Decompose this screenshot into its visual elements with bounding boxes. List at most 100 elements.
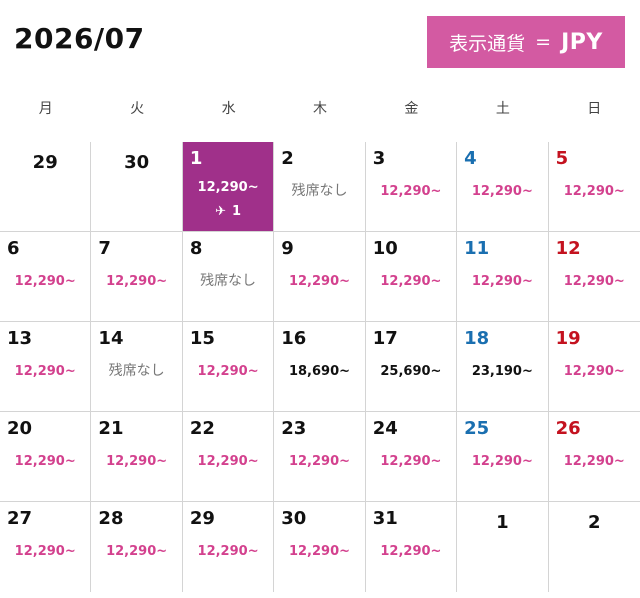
- fare-price: 12,290~: [14, 544, 76, 559]
- calendar-day-cell[interactable]: 1: [457, 502, 549, 592]
- day-number: 22: [189, 418, 215, 439]
- fare-price: 12,290~: [471, 454, 533, 469]
- day-number: 2: [281, 148, 294, 169]
- day-number: 15: [189, 328, 215, 349]
- currency-selector-button[interactable]: 表示通貨 = JPY: [427, 16, 625, 68]
- calendar-day-cell[interactable]: 17 25,690~: [365, 322, 458, 412]
- weekday-sat: 土: [495, 101, 510, 117]
- weekday-wed: 水: [221, 101, 236, 117]
- fare-price: 12,290~: [106, 544, 168, 559]
- fare-price: 12,290~: [380, 274, 442, 289]
- fare-price: 12,290~: [14, 454, 76, 469]
- day-number: 8: [189, 238, 203, 259]
- calendar-day-cell[interactable]: 4 12,290~: [457, 142, 549, 232]
- calendar-day-cell[interactable]: 20 12,290~: [0, 412, 92, 502]
- fare-price: 23,190~: [471, 364, 533, 379]
- day-number: 4: [464, 148, 477, 169]
- calendar-day-cell[interactable]: 30 12,290~: [274, 502, 366, 592]
- day-number: 13: [7, 328, 33, 349]
- calendar-day-cell[interactable]: 23 12,290~: [274, 412, 366, 502]
- fare-price: 12,290~: [563, 454, 625, 469]
- currency-equals: =: [535, 31, 552, 53]
- flight-count: ✈ 1: [183, 204, 273, 219]
- day-number: 21: [98, 418, 124, 439]
- fare-price: 18,690~: [288, 364, 351, 379]
- calendar-day-cell[interactable]: 26 12,290~: [548, 412, 640, 502]
- calendar-day-cell[interactable]: 12 12,290~: [548, 232, 640, 322]
- day-number: 2: [588, 512, 601, 533]
- day-number: 24: [372, 418, 398, 439]
- day-number: 9: [281, 238, 294, 259]
- calendar-day-cell[interactable]: 21 12,290~: [91, 412, 183, 502]
- currency-code: JPY: [561, 29, 603, 55]
- calendar-day-cell[interactable]: 16 18,690~: [274, 322, 366, 412]
- weekday-fri: 金: [404, 101, 419, 117]
- flight-count-value: 1: [231, 204, 242, 219]
- day-number: 29: [32, 152, 58, 173]
- fare-price: 12,290~: [471, 184, 533, 199]
- day-number: 16: [281, 328, 307, 349]
- day-number: 27: [7, 508, 33, 529]
- fare-price: 12,290~: [197, 364, 259, 379]
- calendar-day-cell[interactable]: 13 12,290~: [0, 322, 92, 412]
- calendar-day-cell[interactable]: 14 残席なし: [91, 322, 183, 412]
- fare-price: 12,290~: [380, 184, 442, 199]
- calendar-day-cell[interactable]: 2 残席なし: [274, 142, 366, 232]
- calendar-day-cell[interactable]: 7 12,290~: [91, 232, 183, 322]
- fare-price: 12,290~: [14, 364, 76, 379]
- calendar-day-cell[interactable]: 2: [548, 502, 640, 592]
- calendar-day-cell-selected[interactable]: 1 12,290~ ✈ 1: [182, 142, 275, 232]
- sold-out-label: 残席なし: [291, 183, 348, 199]
- calendar-day-cell[interactable]: 15 12,290~: [182, 322, 275, 412]
- calendar-day-cell[interactable]: 29 12,290~: [182, 502, 275, 592]
- sold-out-label: 残席なし: [108, 363, 165, 379]
- calendar-day-cell[interactable]: 18 23,190~: [457, 322, 549, 412]
- day-number: 6: [7, 238, 20, 259]
- weekday-tue: 火: [130, 101, 145, 117]
- day-number: 1: [496, 512, 509, 533]
- weekday-header-row: 月 火 水 木 金 土 日: [0, 88, 640, 128]
- calendar-day-cell[interactable]: 27 12,290~: [0, 502, 92, 592]
- calendar-day-cell[interactable]: 3 12,290~: [365, 142, 458, 232]
- day-number: 25: [464, 418, 490, 439]
- day-number: 31: [372, 508, 398, 529]
- weekday-thu: 木: [312, 101, 327, 117]
- calendar-day-cell[interactable]: 10 12,290~: [365, 232, 458, 322]
- fare-price: 12,290~: [197, 454, 259, 469]
- fare-price: 12,290~: [563, 364, 625, 379]
- calendar-day-cell[interactable]: 19 12,290~: [548, 322, 640, 412]
- fare-price: 25,690~: [380, 364, 442, 379]
- fare-price: 12,290~: [14, 274, 76, 289]
- day-number: 26: [555, 418, 581, 439]
- day-number: 5: [555, 148, 569, 169]
- fare-price: 12,290~: [380, 454, 442, 469]
- day-number: 1: [189, 148, 203, 169]
- calendar-day-cell[interactable]: 30: [91, 142, 183, 232]
- calendar-header: 2026/07 表示通貨 = JPY: [0, 0, 640, 80]
- calendar-day-cell[interactable]: 8 残席なし: [182, 232, 275, 322]
- fare-price: 12,290~: [380, 544, 442, 559]
- calendar-day-cell[interactable]: 11 12,290~: [457, 232, 549, 322]
- calendar-day-cell[interactable]: 5 12,290~: [548, 142, 640, 232]
- day-number: 12: [555, 238, 581, 259]
- calendar-day-cell[interactable]: 31 12,290~: [365, 502, 458, 592]
- day-number: 30: [124, 152, 150, 173]
- fare-price: 12,290~: [106, 454, 168, 469]
- fare-price: 12,290~: [563, 274, 625, 289]
- fare-price: 12,290~: [471, 274, 533, 289]
- calendar-day-cell[interactable]: 22 12,290~: [182, 412, 275, 502]
- day-number: 19: [555, 328, 581, 349]
- fare-price: 12,290~: [197, 180, 259, 195]
- calendar-day-cell[interactable]: 9 12,290~: [274, 232, 366, 322]
- calendar-day-cell[interactable]: 28 12,290~: [91, 502, 183, 592]
- fare-price: 12,290~: [563, 184, 625, 199]
- weekday-sun: 日: [587, 101, 602, 117]
- calendar-day-cell[interactable]: 25 12,290~: [457, 412, 549, 502]
- calendar-day-cell[interactable]: 6 12,290~: [0, 232, 92, 322]
- calendar-day-cell[interactable]: 24 12,290~: [365, 412, 458, 502]
- month-title: 2026/07: [14, 22, 145, 55]
- airplane-icon: ✈: [215, 204, 226, 219]
- sold-out-label: 残席なし: [200, 273, 257, 289]
- calendar-grid: 29 30 1 12,290~ ✈ 1 2 残席なし 3 12,290~ 4 12,290~ 5 12,2…: [0, 142, 640, 592]
- calendar-day-cell[interactable]: 29: [0, 142, 92, 232]
